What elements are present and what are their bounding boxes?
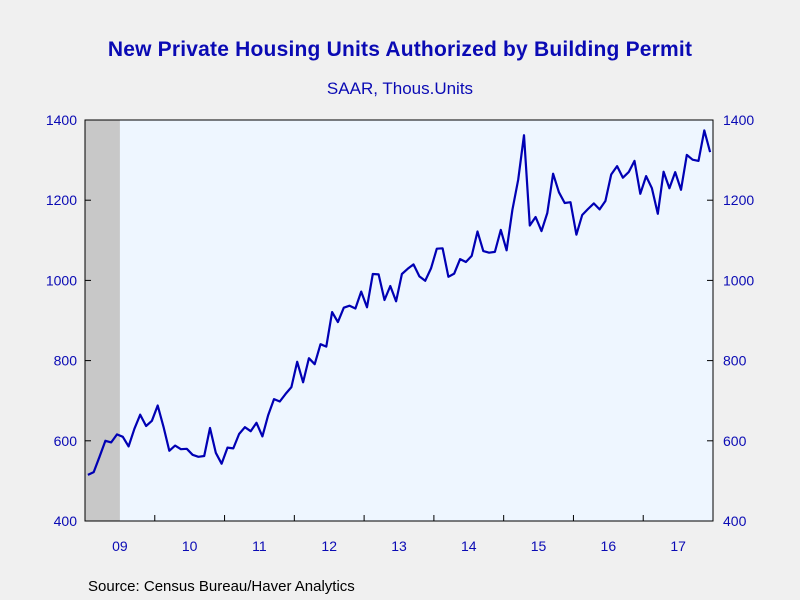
recession-shade <box>85 120 120 521</box>
x-tick-label: 11 <box>252 538 267 554</box>
x-tick-label: 14 <box>461 538 477 554</box>
y-tick-label-right: 400 <box>723 513 747 529</box>
source-note: Source: Census Bureau/Haver Analytics <box>88 578 355 595</box>
plot-frame <box>84 119 714 522</box>
x-tick-label: 17 <box>670 538 686 554</box>
x-tick-label: 15 <box>531 538 547 554</box>
y-tick-label-right: 1200 <box>723 192 754 208</box>
y-tick-label-left: 1400 <box>46 112 77 128</box>
chart-subtitle: SAAR, Thous.Units <box>326 79 474 98</box>
chart-title: New Private Housing Units Authorized by … <box>107 38 693 61</box>
y-tick-label-left: 400 <box>54 513 78 529</box>
x-tick-label: 09 <box>112 538 128 554</box>
y-tick-label-left: 600 <box>54 433 78 449</box>
x-tick-label: 13 <box>391 538 407 554</box>
x-tick-label: 12 <box>321 538 337 554</box>
y-tick-label-left: 1200 <box>46 192 77 208</box>
plot-background <box>85 120 713 521</box>
y-tick-label-right: 1400 <box>723 112 754 128</box>
y-tick-label-right: 600 <box>723 433 747 449</box>
y-tick-label-right: 1000 <box>723 272 754 288</box>
series-line <box>87 129 712 476</box>
x-tick-label: 10 <box>182 538 198 554</box>
y-tick-label-left: 800 <box>54 353 78 369</box>
y-tick-label-left: 1000 <box>46 272 77 288</box>
y-tick-label-right: 800 <box>723 353 747 369</box>
x-tick-label: 16 <box>601 538 617 554</box>
